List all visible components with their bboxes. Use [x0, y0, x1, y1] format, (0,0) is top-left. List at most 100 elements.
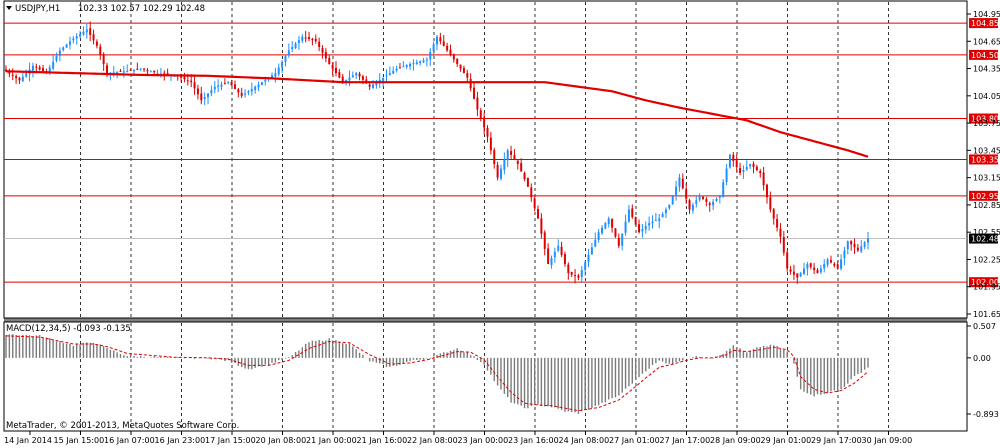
candle-body [762, 172, 765, 186]
candle-body [462, 67, 465, 74]
candle-body [338, 72, 341, 78]
candle-body [584, 262, 587, 270]
price-axis: 104.95104.65104.35104.05103.75103.45103.… [967, 10, 1000, 319]
candle-body [143, 68, 146, 70]
candle-body [55, 56, 58, 61]
level-tag [969, 154, 998, 165]
candle-body [422, 60, 425, 63]
level-tag [969, 49, 998, 60]
candle-body [237, 89, 240, 93]
candle-body [833, 263, 836, 266]
macd-tick-label: -0.893 [973, 410, 999, 419]
candle-body [425, 59, 428, 61]
time-label: 27 Jan 01:00 [609, 436, 660, 445]
candle-body [264, 79, 267, 82]
candle-body [648, 223, 651, 226]
price-tick-label: 104.35 [973, 65, 1000, 74]
candle-body [594, 239, 597, 247]
candle-body [217, 85, 220, 87]
level-tag-label: 103.80 [971, 115, 999, 124]
candle-body [567, 264, 570, 274]
candle-body [526, 177, 529, 187]
candle-body [308, 37, 311, 39]
candle-body [153, 70, 156, 73]
candle-body [688, 200, 691, 210]
time-label: 16 Jan 07:00 [104, 436, 155, 445]
candle-body [533, 198, 536, 208]
time-label: 21 Jan 00:00 [306, 436, 357, 445]
candle-body [132, 69, 135, 72]
candle-body [358, 73, 361, 77]
candle-body [523, 172, 526, 180]
candle-body [654, 220, 657, 222]
time-axis: 14 Jan 2014 15 Jan 15:00 16 Jan 07:00 16 Ja… [4, 431, 912, 445]
candle-body [18, 77, 21, 81]
candle-body [429, 51, 432, 60]
candle-body [89, 28, 92, 35]
candle-body [271, 75, 274, 79]
candle-body [82, 31, 85, 35]
candle-body [803, 268, 806, 275]
candle-body [715, 198, 718, 201]
candle-body [547, 248, 550, 264]
candle-body [260, 82, 263, 85]
candle-body [62, 47, 65, 50]
candle-body [560, 246, 563, 255]
candle-body [516, 160, 519, 164]
candle-body [331, 64, 334, 69]
candle-body [853, 243, 856, 248]
candle-body [432, 44, 435, 52]
candle-body [398, 67, 401, 69]
candle-body [180, 76, 183, 78]
candle-body [607, 218, 610, 224]
candle-body [604, 223, 607, 229]
level-tag-label: 103.35 [971, 155, 999, 164]
time-label: 23 Jan 16:00 [508, 436, 559, 445]
candle-body [570, 271, 573, 275]
candle-body [506, 150, 509, 161]
candle-body [193, 82, 196, 89]
candle-body [284, 56, 287, 62]
candle-body [782, 236, 785, 253]
current-price-tag [969, 233, 998, 244]
candle-body [85, 29, 88, 33]
candle-body [277, 67, 280, 75]
candle-body [257, 84, 260, 88]
candle-body [388, 73, 391, 76]
candle-body [116, 72, 119, 73]
chart-menu-arrow-icon[interactable] [6, 6, 12, 10]
candle-body [281, 61, 284, 68]
chart-header[interactable]: USDJPY,H1 102.33 102.57 102.29 102.48 [6, 4, 205, 14]
level-tag [969, 277, 998, 288]
candle-body [166, 73, 169, 75]
candle-body [230, 82, 233, 86]
candle-body [530, 187, 533, 198]
candle-body [510, 151, 513, 155]
candle-body [725, 168, 728, 182]
candle-body [392, 70, 395, 74]
candle-body [621, 233, 624, 246]
candle-body [244, 93, 247, 95]
candle-body [627, 209, 630, 222]
level-tag [969, 18, 998, 29]
candle-body [297, 40, 300, 43]
candle-body [48, 67, 51, 73]
candle-body [749, 164, 752, 167]
current-price-label: 102.48 [971, 235, 999, 244]
candle-body [318, 41, 321, 47]
time-label: 24 Jan 08:00 [559, 436, 610, 445]
time-label: 20 Jan 08:00 [256, 436, 307, 445]
candle-body [557, 245, 560, 251]
time-label: 15 Jan 15:00 [54, 436, 105, 445]
candle-body [860, 246, 863, 252]
candle-body [5, 69, 7, 72]
candle-body [119, 70, 122, 72]
candle-body [385, 75, 388, 77]
candle-body [361, 76, 364, 80]
candle-body [537, 209, 540, 219]
candle-body [577, 275, 580, 278]
candle-body [543, 232, 546, 249]
candle-body [856, 247, 859, 251]
candle-body [200, 93, 203, 101]
time-label: 21 Jan 16:00 [357, 436, 408, 445]
